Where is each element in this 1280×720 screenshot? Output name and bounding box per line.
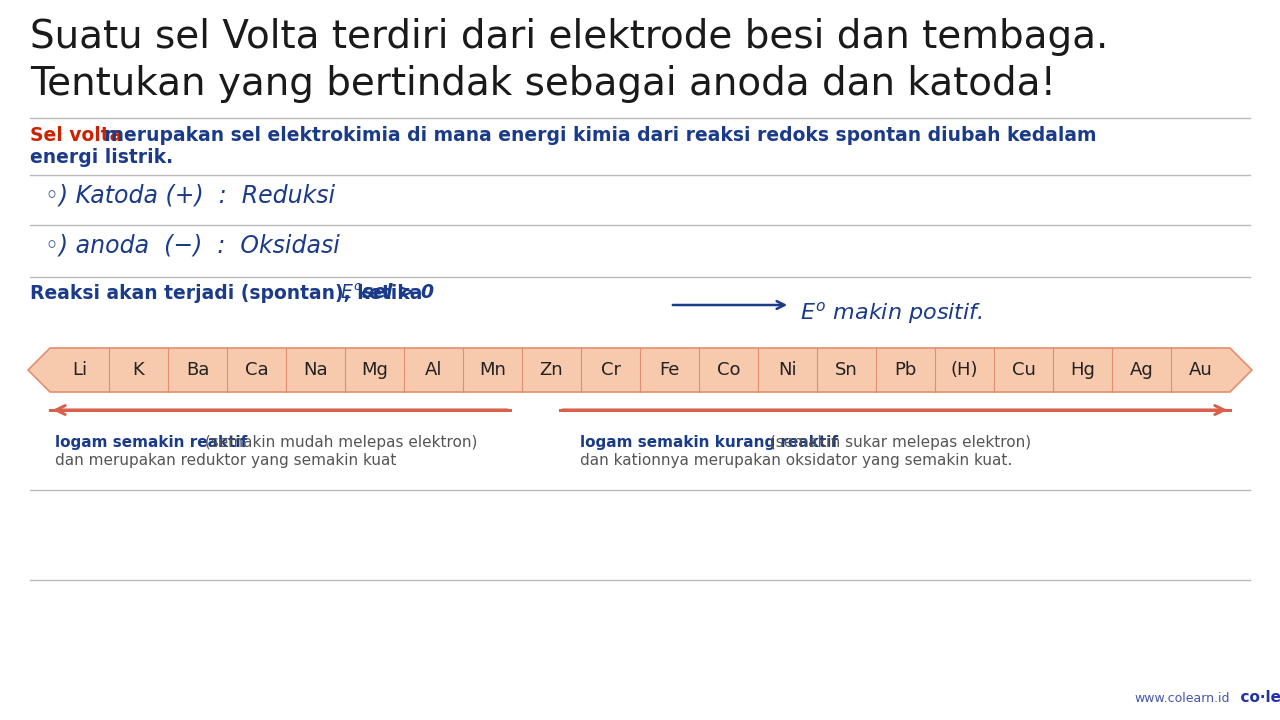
Text: Al: Al (425, 361, 443, 379)
Text: www.colearn.id: www.colearn.id (1134, 692, 1230, 705)
Text: Mn: Mn (479, 361, 506, 379)
Text: Cu: Cu (1011, 361, 1036, 379)
Text: Reaksi akan terjadi (spontan), ketika: Reaksi akan terjadi (spontan), ketika (29, 284, 429, 303)
Text: energi listrik.: energi listrik. (29, 148, 173, 167)
Text: Co: Co (717, 361, 740, 379)
Text: (semakin sukar melepas elektron): (semakin sukar melepas elektron) (765, 435, 1032, 450)
Text: $E^o$ makin positif.: $E^o$ makin positif. (800, 300, 983, 326)
Text: Li: Li (72, 361, 87, 379)
Text: Mg: Mg (361, 361, 388, 379)
Text: $E^o$sel > 0: $E^o$sel > 0 (340, 284, 435, 303)
Text: dan kationnya merupakan oksidator yang semakin kuat.: dan kationnya merupakan oksidator yang s… (580, 453, 1012, 468)
Text: (H): (H) (951, 361, 978, 379)
Text: Sel volta: Sel volta (29, 126, 123, 145)
Text: (semakin mudah melepas elektron): (semakin mudah melepas elektron) (200, 435, 477, 450)
Text: Ca: Ca (244, 361, 269, 379)
Text: Zn: Zn (540, 361, 563, 379)
Text: Hg: Hg (1070, 361, 1094, 379)
Text: Ag: Ag (1130, 361, 1153, 379)
Text: K: K (133, 361, 145, 379)
Text: Cr: Cr (600, 361, 621, 379)
Polygon shape (28, 348, 1252, 392)
Text: Sn: Sn (835, 361, 858, 379)
Text: co·learn: co·learn (1230, 690, 1280, 705)
Text: Pb: Pb (895, 361, 916, 379)
Text: Ni: Ni (778, 361, 797, 379)
Text: Suatu sel Volta terdiri dari elektrode besi dan tembaga.: Suatu sel Volta terdiri dari elektrode b… (29, 18, 1108, 56)
Text: Fe: Fe (659, 361, 680, 379)
Text: Tentukan yang bertindak sebagai anoda dan katoda!: Tentukan yang bertindak sebagai anoda da… (29, 65, 1056, 103)
Text: merupakan sel elektrokimia di mana energi kimia dari reaksi redoks spontan diuba: merupakan sel elektrokimia di mana energ… (99, 126, 1097, 145)
Text: logam semakin reaktif: logam semakin reaktif (55, 435, 247, 450)
Text: ◦) Katoda (+)  :  Reduksi: ◦) Katoda (+) : Reduksi (45, 183, 335, 207)
Text: Na: Na (303, 361, 328, 379)
Text: ◦) anoda  (−)  :  Oksidasi: ◦) anoda (−) : Oksidasi (45, 233, 340, 257)
Text: Au: Au (1189, 361, 1212, 379)
Text: Ba: Ba (186, 361, 209, 379)
Text: dan merupakan reduktor yang semakin kuat: dan merupakan reduktor yang semakin kuat (55, 453, 397, 468)
Text: logam semakin kurang reaktif: logam semakin kurang reaktif (580, 435, 838, 450)
